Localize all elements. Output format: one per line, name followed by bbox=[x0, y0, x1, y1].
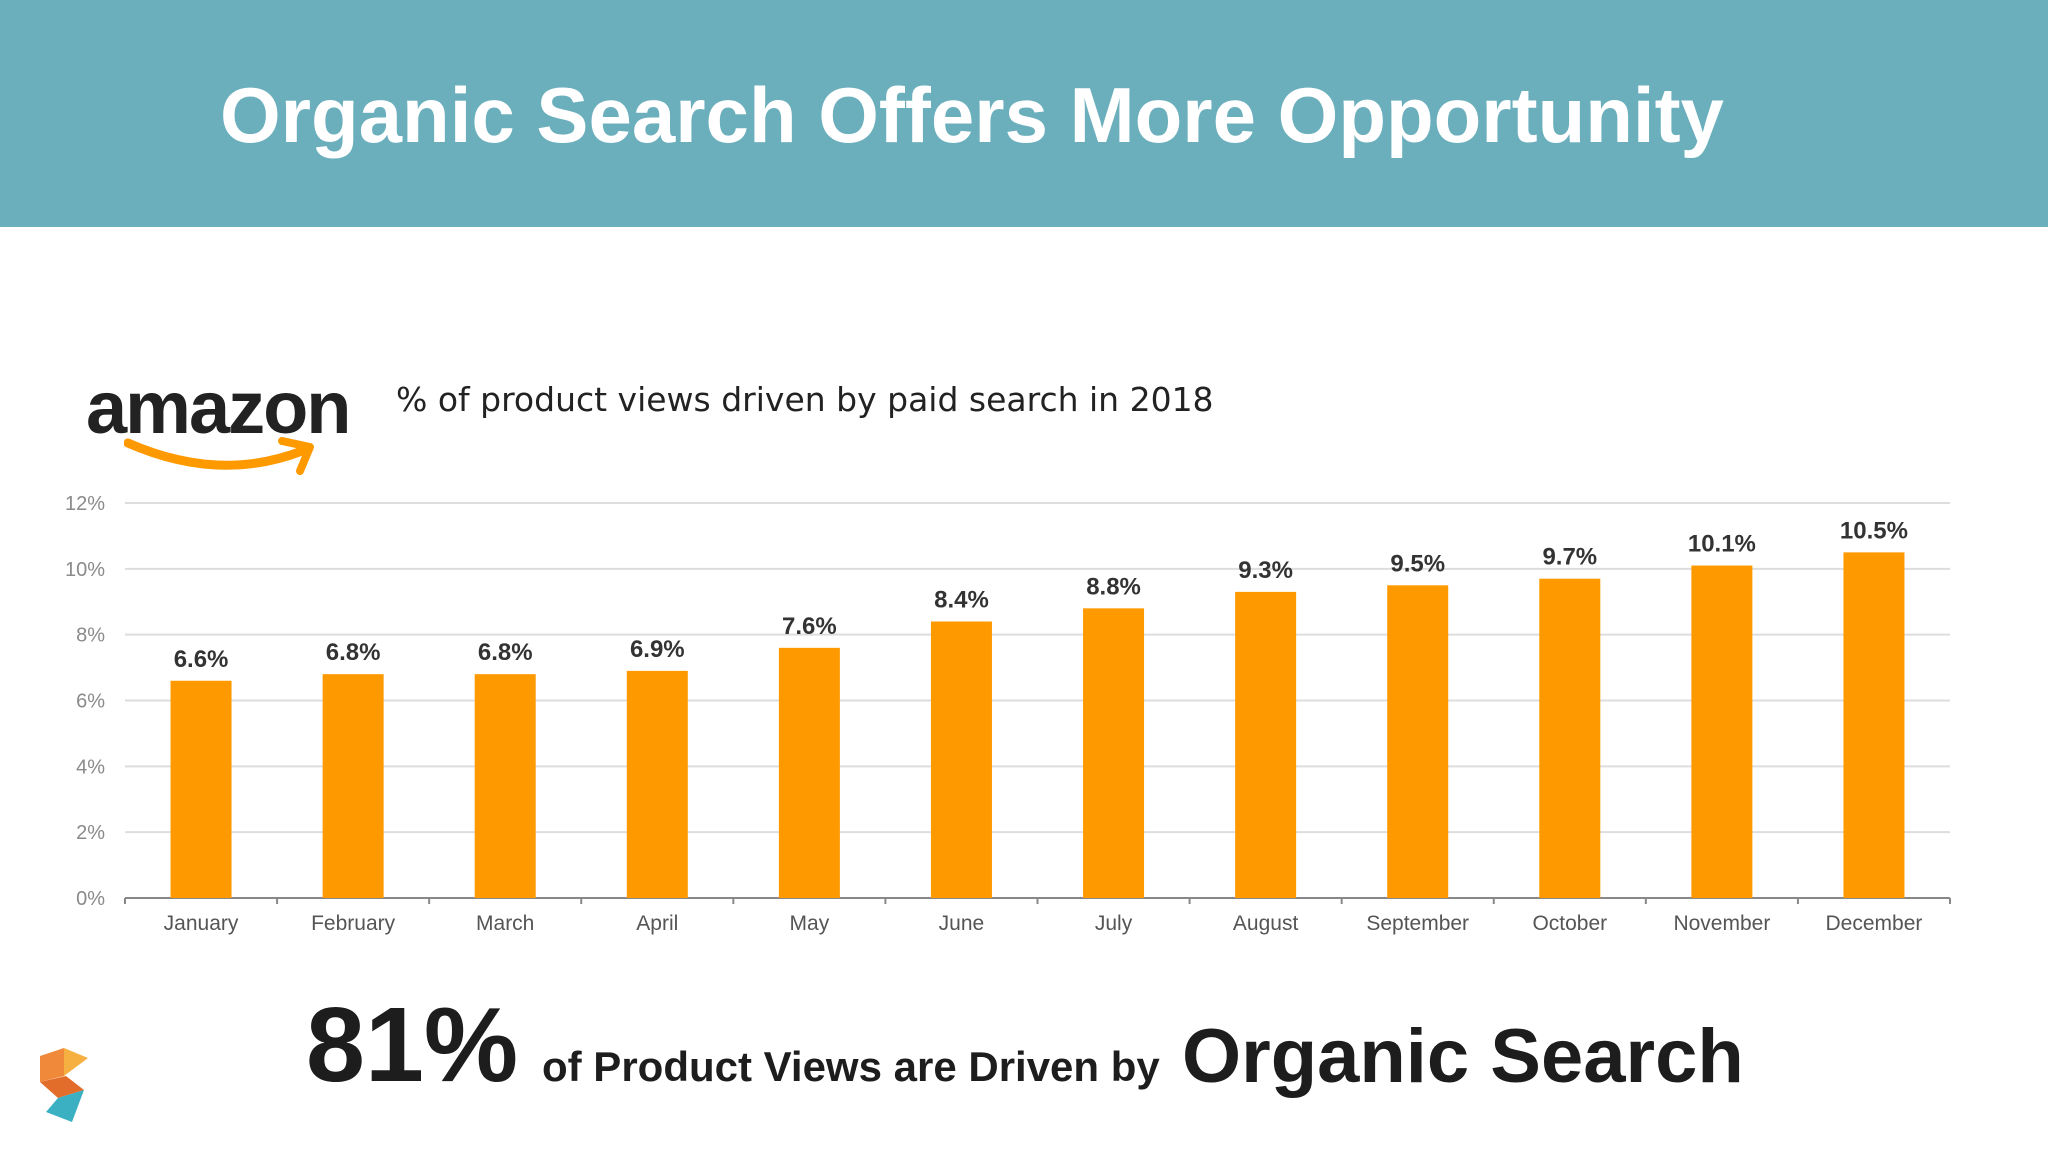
x-tick-label: June bbox=[939, 912, 985, 935]
bar bbox=[626, 670, 688, 898]
amazon-logo: amazon bbox=[86, 365, 356, 475]
grid-lines bbox=[125, 502, 1950, 834]
bar bbox=[1235, 591, 1297, 898]
x-tick-label: May bbox=[790, 912, 830, 935]
bar bbox=[1843, 552, 1905, 898]
data-label: 6.8% bbox=[326, 639, 381, 666]
data-label: 8.8% bbox=[1086, 573, 1141, 600]
x-tick-label: February bbox=[311, 912, 396, 935]
bar bbox=[1691, 565, 1753, 898]
y-tick-label: 8% bbox=[76, 625, 105, 647]
data-label: 6.9% bbox=[630, 636, 685, 663]
data-label: 6.8% bbox=[478, 639, 533, 666]
x-tick-label: January bbox=[164, 912, 239, 935]
data-label: 9.5% bbox=[1390, 550, 1445, 577]
data-label: 10.5% bbox=[1840, 517, 1908, 544]
x-tick-label: October bbox=[1532, 912, 1607, 935]
data-labels: 6.6% 6.8% 6.8% 6.9% 7.6% 8.4% 8.8% 9.3% 9.5% 9.7%… bbox=[174, 517, 1908, 672]
bars bbox=[170, 552, 1905, 898]
data-label: 9.3% bbox=[1238, 557, 1293, 584]
stat-text: of Product Views are Driven by bbox=[542, 1043, 1160, 1090]
stat-emphasis: Organic Search bbox=[1182, 1014, 1744, 1099]
axes: 0% 2% 4% 6% 8% 10% 12% January February March Apri… bbox=[65, 493, 1951, 935]
bar-chart: 0% 2% 4% 6% 8% 10% 12% January February March Apri… bbox=[65, 493, 1951, 935]
x-tick-label: November bbox=[1673, 912, 1770, 935]
y-tick-label: 4% bbox=[76, 756, 105, 778]
amazon-logo-wordmark: amazon bbox=[86, 366, 352, 449]
y-tick-label: 6% bbox=[76, 691, 105, 713]
data-label: 10.1% bbox=[1688, 531, 1756, 558]
title-banner: Organic Search Offers More Opportunity bbox=[0, 0, 2048, 227]
bar bbox=[322, 674, 384, 898]
data-label: 6.6% bbox=[174, 646, 229, 673]
bar bbox=[1539, 578, 1601, 898]
data-label: 7.6% bbox=[782, 613, 837, 640]
y-tick-label: 12% bbox=[65, 493, 105, 515]
data-label: 9.7% bbox=[1542, 544, 1597, 571]
x-tick-label: April bbox=[636, 912, 678, 935]
y-tick-label: 10% bbox=[65, 559, 105, 581]
amazon-smile-icon bbox=[124, 437, 314, 475]
chart-title: % of product views driven by paid search… bbox=[396, 380, 1214, 419]
x-tick-label: July bbox=[1095, 912, 1133, 935]
bar bbox=[170, 680, 232, 898]
x-tick-label: September bbox=[1366, 912, 1469, 935]
y-tick-label: 2% bbox=[76, 822, 105, 844]
stat-value: 81% bbox=[306, 986, 519, 1104]
y-tick-label: 0% bbox=[76, 888, 105, 910]
data-label: 8.4% bbox=[934, 587, 989, 614]
x-tick-label: December bbox=[1826, 912, 1923, 935]
slide-title: Organic Search Offers More Opportunity bbox=[220, 71, 1724, 159]
bar bbox=[930, 621, 992, 898]
bar bbox=[1083, 608, 1145, 898]
bar bbox=[474, 674, 536, 898]
brand-logo-icon bbox=[40, 1048, 88, 1122]
x-tick-label: March bbox=[476, 912, 534, 935]
x-tick-label: August bbox=[1233, 912, 1299, 935]
bar bbox=[778, 647, 840, 898]
footer-stat: 81% of Product Views are Driven by Organ… bbox=[306, 985, 1906, 1105]
bar bbox=[1387, 585, 1449, 898]
